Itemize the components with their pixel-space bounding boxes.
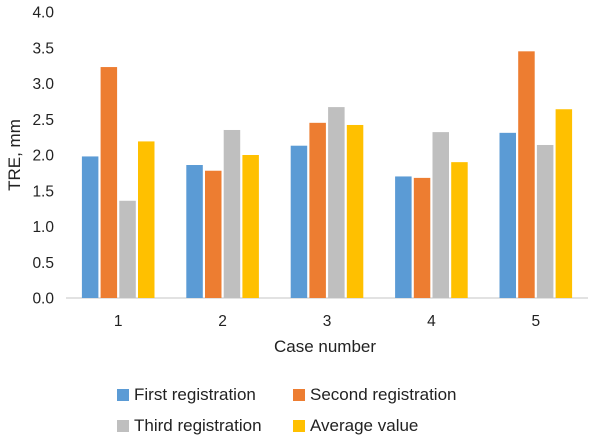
y-tick-label: 2.0: [32, 148, 54, 165]
bar-case-4-series-1: [395, 176, 412, 298]
x-tick-label: 3: [323, 313, 332, 330]
legend-label: Average value: [310, 416, 418, 435]
y-tick-label: 1.5: [32, 183, 54, 200]
bar-case-3-series-4: [346, 124, 364, 298]
legend: First registration Second registration Thi…: [117, 385, 456, 435]
x-axis-ticks: 1 2 3 4 5: [114, 313, 540, 330]
bar-case-5-series-4: [555, 109, 573, 299]
y-tick-label: 0.0: [32, 291, 54, 308]
bar-case-3-series-2: [309, 122, 326, 298]
bar-case-3-series-3: [328, 107, 345, 298]
bar-case-1-series-2: [100, 67, 118, 299]
bar-case-2-series-3: [223, 129, 241, 298]
bar-case-4-series-4: [451, 162, 468, 298]
bar-case-5-series-2: [518, 51, 535, 299]
bar-case-2-series-1: [186, 165, 203, 298]
legend-swatch: [117, 389, 129, 401]
bar-case-1-series-4: [138, 141, 155, 298]
x-tick-label: 2: [218, 313, 227, 330]
y-tick-label: 4.0: [32, 5, 54, 22]
bar-case-1-series-3: [119, 200, 136, 298]
legend-label: Second registration: [310, 385, 456, 404]
bar-case-3-series-1: [290, 145, 308, 298]
legend-label: Third registration: [134, 416, 262, 435]
legend-swatch: [293, 420, 305, 432]
bar-case-4-series-3: [432, 132, 449, 298]
y-tick-label: 1.0: [32, 219, 54, 236]
y-axis-title: TRE, mm: [5, 119, 24, 191]
x-tick-label: 4: [427, 313, 436, 330]
x-tick-label: 5: [531, 313, 540, 330]
bar-case-4-series-2: [413, 177, 431, 298]
bar-case-2-series-2: [205, 170, 222, 298]
x-axis-title: Case number: [274, 337, 376, 356]
bars-group: [81, 51, 573, 299]
y-axis-ticks: 0.0 0.5 1.0 1.5 2.0 2.5 3.0 3.5 4.0: [32, 5, 54, 308]
y-tick-label: 2.5: [32, 112, 54, 129]
y-tick-label: 3.5: [32, 40, 54, 57]
legend-label: First registration: [134, 385, 256, 404]
legend-swatch: [293, 389, 305, 401]
bar-case-5-series-1: [499, 132, 516, 298]
y-tick-label: 3.0: [32, 76, 54, 93]
bar-case-2-series-4: [242, 155, 259, 298]
y-tick-label: 0.5: [32, 255, 54, 272]
bar-case-1-series-1: [81, 156, 99, 298]
x-tick-label: 1: [114, 313, 123, 330]
legend-swatch: [117, 420, 129, 432]
bar-case-5-series-3: [536, 144, 554, 298]
